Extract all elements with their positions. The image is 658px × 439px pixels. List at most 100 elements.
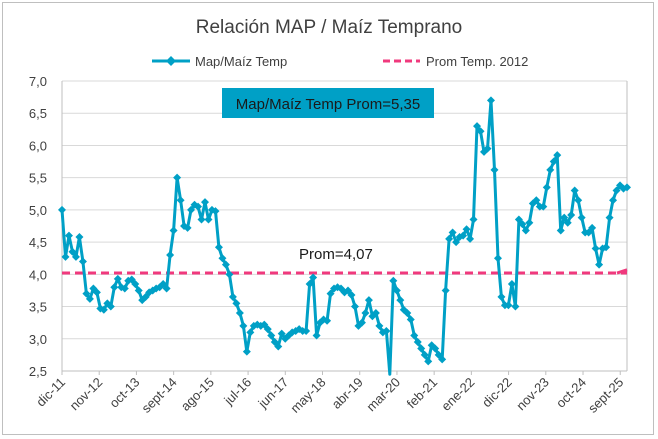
y-tick-label: 5,0 bbox=[29, 203, 47, 218]
data-point bbox=[173, 173, 182, 182]
data-point bbox=[176, 196, 185, 205]
x-tick-label: ene-22 bbox=[438, 375, 477, 414]
data-point bbox=[549, 157, 558, 166]
data-point bbox=[612, 186, 621, 195]
data-point bbox=[504, 301, 513, 310]
data-point bbox=[570, 186, 579, 195]
data-point bbox=[546, 165, 555, 174]
data-point bbox=[225, 270, 234, 279]
data-point bbox=[277, 329, 286, 338]
data-point bbox=[466, 234, 475, 243]
data-point bbox=[221, 260, 230, 269]
x-tick-label: sept-14 bbox=[138, 375, 179, 416]
data-point bbox=[588, 223, 597, 232]
chart-frame bbox=[2, 2, 654, 435]
data-point bbox=[71, 252, 80, 261]
data-point bbox=[235, 309, 244, 317]
data-point bbox=[623, 183, 631, 192]
data-point bbox=[200, 198, 209, 207]
data-point bbox=[61, 252, 70, 261]
y-tick-label: 3,0 bbox=[29, 332, 47, 347]
legend-label-series: Map/Maíz Temp bbox=[195, 54, 287, 69]
data-point bbox=[539, 202, 548, 211]
data-point bbox=[563, 218, 572, 227]
data-point bbox=[242, 347, 251, 356]
data-point bbox=[85, 294, 94, 303]
gridlines bbox=[62, 80, 628, 371]
data-point bbox=[413, 338, 422, 346]
data-point bbox=[518, 220, 527, 229]
x-tick-label: oct-13 bbox=[106, 375, 142, 411]
data-point bbox=[134, 286, 143, 295]
data-point bbox=[493, 254, 502, 263]
data-point bbox=[396, 296, 405, 305]
data-point bbox=[521, 226, 530, 235]
data-point bbox=[406, 315, 415, 324]
prom-annotation-text: Prom=4,07 bbox=[299, 246, 373, 263]
data-point bbox=[64, 231, 73, 240]
x-tick-label: abr-19 bbox=[329, 375, 366, 412]
data-point bbox=[78, 257, 87, 266]
data-point bbox=[347, 290, 356, 299]
average-annotation-text: Map/Maíz Temp Prom=5,35 bbox=[236, 96, 420, 113]
data-point bbox=[424, 357, 433, 366]
x-tick-label: jun-17 bbox=[255, 375, 292, 412]
data-point bbox=[323, 316, 332, 325]
y-tick-label: 2,5 bbox=[29, 364, 47, 379]
x-tick-label: jul-16 bbox=[220, 375, 254, 409]
x-tick-label: nov-23 bbox=[513, 375, 552, 414]
data-point bbox=[92, 288, 101, 297]
average-line-end bbox=[616, 268, 628, 275]
data-point bbox=[263, 325, 272, 334]
data-point bbox=[239, 321, 248, 330]
data-point bbox=[364, 296, 373, 305]
data-point bbox=[591, 244, 600, 253]
data-point bbox=[445, 234, 454, 243]
data-point bbox=[497, 292, 506, 301]
data-point bbox=[417, 344, 426, 353]
data-point bbox=[602, 243, 611, 252]
data-point bbox=[350, 302, 359, 311]
x-tick-label: feb-21 bbox=[404, 375, 441, 412]
data-point bbox=[361, 309, 370, 317]
data-point bbox=[483, 144, 492, 153]
data-point bbox=[218, 254, 227, 263]
data-point bbox=[438, 355, 447, 364]
data-point bbox=[204, 215, 213, 224]
data-point bbox=[228, 292, 237, 301]
data-point bbox=[309, 273, 318, 282]
y-tick-label: 7,0 bbox=[29, 74, 47, 89]
y-tick-label: 3,5 bbox=[29, 300, 47, 315]
data-point bbox=[553, 151, 562, 160]
data-point bbox=[232, 299, 241, 308]
data-point bbox=[567, 211, 576, 220]
x-tick-label: oct-24 bbox=[553, 375, 589, 411]
data-point bbox=[197, 215, 206, 224]
data-point bbox=[169, 226, 178, 235]
y-tick-label: 4,5 bbox=[29, 235, 47, 250]
data-point bbox=[448, 228, 457, 237]
data-point bbox=[476, 127, 485, 136]
x-tick-label: dic-22 bbox=[479, 375, 515, 411]
data-point bbox=[462, 225, 471, 234]
data-point bbox=[459, 231, 468, 240]
data-point bbox=[420, 350, 429, 359]
x-tick-label: nov-12 bbox=[67, 375, 106, 414]
data-point bbox=[120, 284, 129, 293]
data-point bbox=[525, 218, 534, 227]
data-point bbox=[106, 302, 115, 311]
x-tick-label: sept-25 bbox=[585, 375, 626, 416]
series-map-maiz bbox=[58, 96, 631, 376]
data-point bbox=[371, 309, 380, 317]
data-point bbox=[507, 280, 516, 288]
data-point bbox=[274, 342, 283, 351]
y-axis: 2,5 3,0 3,5 4,0 4,5 5,0 5,5 6,0 6,5 7,0 bbox=[29, 74, 63, 379]
data-point bbox=[595, 260, 604, 269]
data-point bbox=[68, 247, 77, 256]
legend-diamond-marker bbox=[166, 56, 176, 66]
data-point bbox=[609, 196, 618, 205]
data-point bbox=[312, 331, 321, 340]
data-point bbox=[560, 213, 569, 222]
